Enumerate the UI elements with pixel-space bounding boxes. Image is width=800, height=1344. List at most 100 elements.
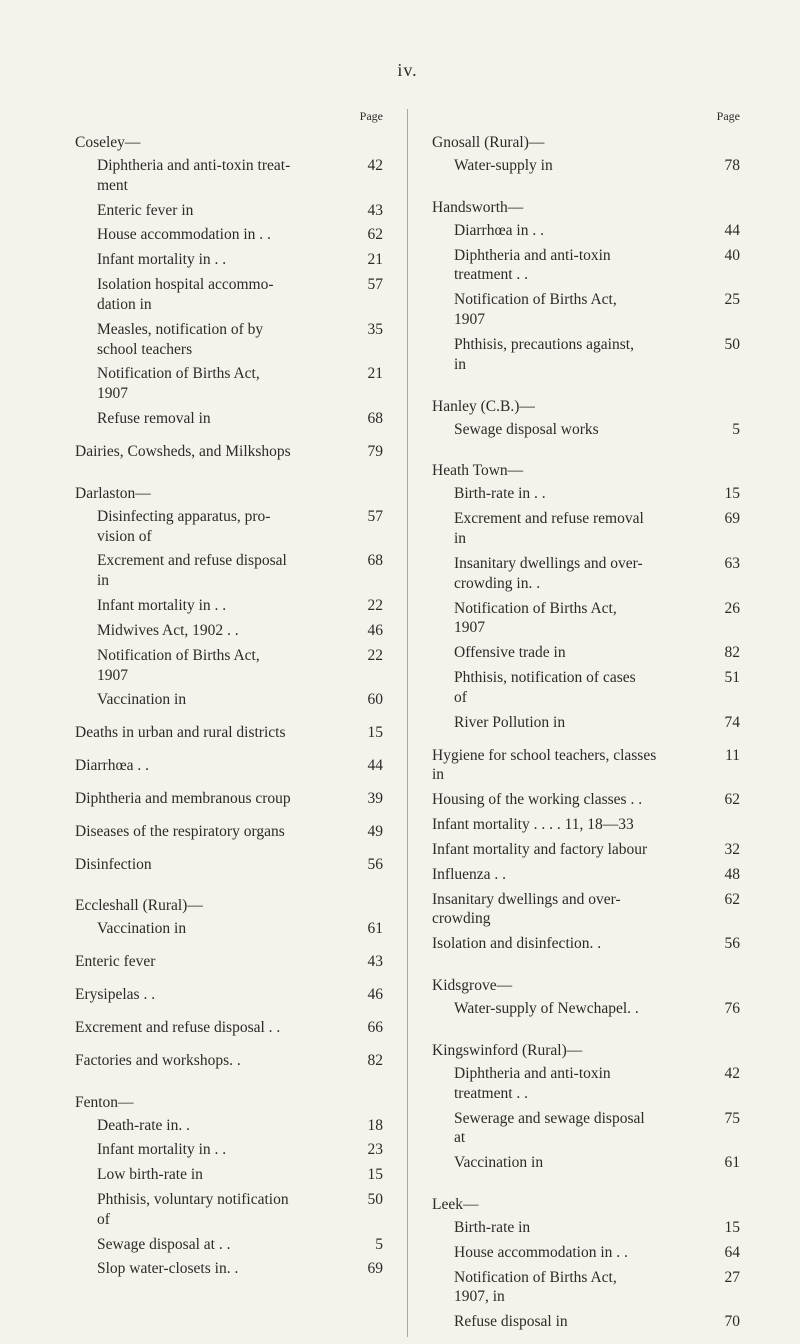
index-entry: Enteric fever43	[75, 952, 383, 972]
entry-page: 75	[710, 1109, 740, 1129]
entry-label: Diphtheria and membranous croup	[75, 789, 291, 809]
page-label-right: Page	[717, 109, 740, 124]
entry-label: Phthisis, precautions against,in	[454, 335, 634, 375]
entry-label: Refuse disposal in	[454, 1312, 568, 1332]
index-entry: Offensive trade in82	[432, 643, 740, 663]
section-heading: Fenton—	[75, 1094, 383, 1112]
entry-label: Notification of Births Act,1907	[454, 599, 617, 639]
gap	[75, 977, 383, 985]
index-entry: Vaccination in61	[75, 919, 383, 939]
entry-label: Notification of Births Act,1907, in	[454, 1268, 617, 1308]
entry-label: Deaths in urban and rural districts	[75, 723, 285, 743]
entry-label: Notification of Births Act,1907	[97, 646, 260, 686]
entry-page: 60	[353, 690, 383, 710]
section-heading: Leek—	[432, 1196, 740, 1214]
entry-page: 18	[353, 1116, 383, 1136]
gap	[432, 444, 740, 452]
entry-label: Factories and workshops. .	[75, 1051, 241, 1071]
gap	[75, 781, 383, 789]
entry-label: Birth-rate in	[454, 1218, 530, 1238]
entry-label: Phthisis, voluntary notificationof	[97, 1190, 289, 1230]
entry-page: 27	[710, 1268, 740, 1288]
column-rule	[407, 109, 408, 1337]
entry-page: 22	[353, 646, 383, 666]
entry-label: Isolation and disinfection. .	[432, 934, 601, 954]
index-entry: Water-supply in78	[432, 156, 740, 176]
index-entry: Notification of Births Act,1907 21	[75, 364, 383, 404]
gap	[432, 1024, 740, 1032]
entry-label: Low birth-rate in	[97, 1165, 203, 1185]
index-entry: Low birth-rate in15	[75, 1165, 383, 1185]
index-entry: Diphtheria and anti-toxintreatment . .42	[432, 1064, 740, 1104]
entry-label: Midwives Act, 1902 . .	[97, 621, 239, 641]
entry-label: Measles, notification of byschool teache…	[97, 320, 263, 360]
gap	[75, 1010, 383, 1018]
entry-label: Excrement and refuse disposal . .	[75, 1018, 280, 1038]
entry-page: 46	[353, 985, 383, 1005]
index-entry: Dairies, Cowsheds, and Milkshops79	[75, 442, 383, 462]
entry-page: 82	[353, 1051, 383, 1071]
entry-page: 68	[353, 551, 383, 571]
index-entry: Infant mortality in . .22	[75, 596, 383, 616]
entry-label: Infant mortality in . .	[97, 250, 226, 270]
index-entry: Diphtheria and anti-toxin treat-ment42	[75, 156, 383, 196]
index-entry: Infant mortality in . .21	[75, 250, 383, 270]
index-entry: Slop water-closets in. . 69	[75, 1259, 383, 1279]
entry-label: Diphtheria and anti-toxin treat-ment	[97, 156, 290, 196]
index-entry: Infant mortality . . . . 11, 18—33	[432, 815, 740, 835]
entry-label: Isolation hospital accommo-dation in	[97, 275, 274, 315]
index-entry: Refuse disposal in 70	[432, 1312, 740, 1332]
entry-label: Infant mortality and factory labour	[432, 840, 647, 860]
entry-page: 63	[710, 554, 740, 574]
entry-page: 49	[353, 822, 383, 842]
entry-page: 61	[710, 1153, 740, 1173]
entry-label: Notification of Births Act,1907	[97, 364, 260, 404]
section-heading: Handsworth—	[432, 199, 740, 217]
index-entry: Sewerage and sewage disposalat75	[432, 1109, 740, 1149]
index-entry: Sewage disposal at . .5	[75, 1235, 383, 1255]
entry-page: 69	[353, 1259, 383, 1279]
section-heading: Coseley—	[75, 134, 383, 152]
entry-label: Disinfecting apparatus, pro-vision of	[97, 507, 270, 547]
columns: Page Coseley— Diphtheria and anti-toxin t…	[75, 109, 740, 1337]
index-entry: Birth-rate in . .15	[432, 484, 740, 504]
entry-label: Slop water-closets in. .	[97, 1259, 238, 1279]
section-heading: Kidsgrove—	[432, 977, 740, 995]
page: iv. Page Coseley—Diphtheria and anti-tox…	[0, 0, 800, 1344]
entry-page: 70	[710, 1312, 740, 1332]
entry-page: 32	[710, 840, 740, 860]
index-entry: Notification of Births Act,1907 22	[75, 646, 383, 686]
index-entry: Excrement and refuse disposalin68	[75, 551, 383, 591]
entry-label: Excrement and refuse removalin	[454, 509, 644, 549]
entry-page: 66	[353, 1018, 383, 1038]
left-column: Page Coseley—Diphtheria and anti-toxin t…	[75, 109, 383, 1337]
entry-page: 42	[710, 1064, 740, 1084]
entry-page: 64	[710, 1243, 740, 1263]
entry-page: 51	[710, 668, 740, 688]
gap	[75, 434, 383, 442]
index-entry: Factories and workshops. . 82	[75, 1051, 383, 1071]
index-entry: Disinfection56	[75, 855, 383, 875]
index-entry: River Pollution in74	[432, 713, 740, 733]
index-entry: Death-rate in. .18	[75, 1116, 383, 1136]
entry-page: 15	[710, 484, 740, 504]
gap	[75, 1076, 383, 1084]
index-entry: Notification of Births Act,190726	[432, 599, 740, 639]
entry-label: Diarrhœa in . .	[454, 221, 544, 241]
entry-page: 74	[710, 713, 740, 733]
index-entry: Refuse removal in68	[75, 409, 383, 429]
entry-label: Infant mortality in . .	[97, 596, 226, 616]
gap	[75, 847, 383, 855]
entry-page: 25	[710, 290, 740, 310]
entry-page: 21	[353, 364, 383, 384]
index-entry: Hygiene for school teachers, classesin11	[432, 746, 740, 786]
gap	[75, 879, 383, 887]
gap	[432, 380, 740, 388]
entry-label: Notification of Births Act,1907	[454, 290, 617, 330]
index-entry: Diphtheria and anti-toxintreatment . .40	[432, 246, 740, 286]
index-entry: Insanitary dwellings and over-crowding i…	[432, 554, 740, 594]
index-entry: Diseases of the respiratory organs49	[75, 822, 383, 842]
entry-label: Enteric fever	[75, 952, 155, 972]
gap	[432, 181, 740, 189]
entry-label: House accommodation in . .	[454, 1243, 628, 1263]
